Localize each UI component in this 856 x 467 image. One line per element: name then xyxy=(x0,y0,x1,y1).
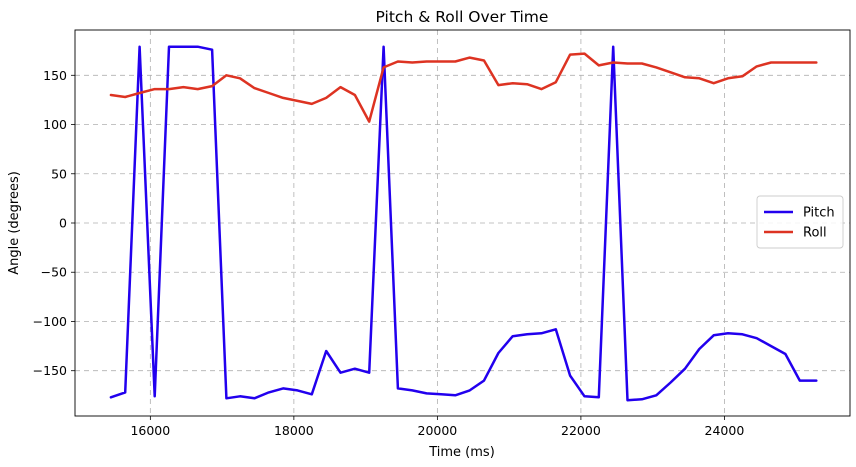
legend-box xyxy=(756,195,844,249)
y-tick-label: −100 xyxy=(33,314,67,329)
y-tick-label: 50 xyxy=(51,166,67,181)
y-tick-label: −150 xyxy=(33,363,67,378)
series-layer xyxy=(109,45,818,402)
series-line-pitch xyxy=(109,45,818,402)
y-tick-label: 150 xyxy=(43,68,67,83)
legend-label-pitch: Pitch xyxy=(803,206,835,221)
series-line-roll xyxy=(109,52,818,123)
x-tick-label: 20000 xyxy=(418,423,458,438)
y-axis-label: Angle (degrees) xyxy=(7,171,22,275)
y-tick-label: −50 xyxy=(41,265,67,280)
x-tick-label: 16000 xyxy=(130,423,170,438)
x-axis-label: Time (ms) xyxy=(428,445,495,460)
legend-label-roll: Roll xyxy=(803,226,827,241)
axis-ticks: 16000 18000 20000 22000 24000 −150 −100 −50 0 50 1… xyxy=(33,68,745,438)
grid-lines xyxy=(75,30,850,416)
legend: Pitch Roll xyxy=(756,195,844,249)
x-tick-label: 22000 xyxy=(561,423,601,438)
chart-title: Pitch & Roll Over Time xyxy=(376,8,549,26)
y-tick-label: 100 xyxy=(43,117,67,132)
y-tick-label: 0 xyxy=(59,216,67,231)
x-tick-label: 18000 xyxy=(274,423,314,438)
x-tick-label: 24000 xyxy=(705,423,745,438)
